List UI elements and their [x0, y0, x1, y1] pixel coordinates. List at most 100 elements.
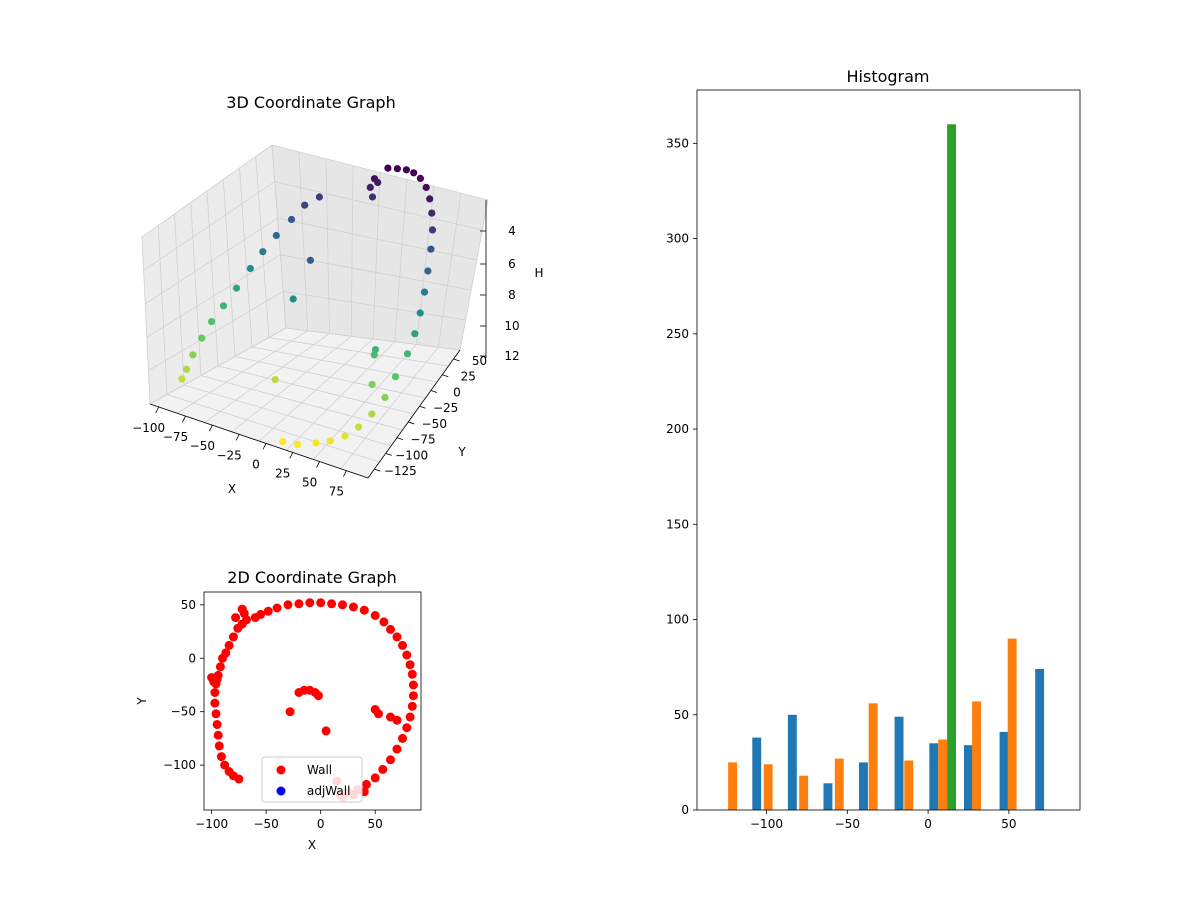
point-3d — [411, 330, 419, 338]
point-3d — [189, 351, 197, 359]
y-tick-label-2d: 0 — [188, 651, 196, 665]
point-2d-wall — [402, 723, 412, 733]
point-2d-wall — [211, 709, 221, 719]
pane-floor — [150, 328, 460, 478]
point-2d-wall — [386, 624, 395, 634]
histogram-bar — [834, 758, 844, 810]
panel-3d-coordinate-graph: 3D Coordinate Graph −100−75−50−250255075… — [132, 93, 543, 499]
legend-marker-wall — [276, 765, 286, 775]
x-tick-label-3d: 25 — [275, 466, 290, 480]
y-tick-label-histogram: 50 — [674, 708, 689, 722]
point-3d — [368, 410, 376, 418]
point-2d-wall — [405, 712, 415, 722]
point-3d — [198, 334, 206, 342]
x-tick-label-histogram: −50 — [835, 817, 860, 831]
y-tick-label-histogram: 100 — [666, 613, 689, 627]
point-3d — [424, 267, 432, 275]
point-2d-wall — [220, 760, 230, 770]
y-tick-label-histogram: 150 — [666, 517, 689, 531]
point-3d — [259, 248, 267, 256]
point-3d — [272, 231, 280, 240]
y-tick-label-3d: −100 — [395, 448, 428, 462]
y-axis-label-2d: Y — [135, 697, 149, 706]
x-tick-label-2d: −100 — [195, 817, 228, 831]
point-3d — [271, 376, 279, 384]
point-2d-wall — [216, 752, 226, 762]
histogram-bar — [929, 743, 939, 810]
y-tick-label-3d: −25 — [433, 401, 458, 415]
histogram-bar — [823, 783, 833, 810]
histogram-bar — [787, 714, 797, 810]
point-3d — [312, 439, 320, 447]
y-tick-label-histogram: 0 — [681, 803, 689, 817]
x-tick-label-3d: −75 — [163, 430, 188, 444]
histogram-bar — [799, 775, 809, 810]
chart-title-histogram: Histogram — [847, 67, 930, 86]
point-2d-wall — [314, 691, 323, 701]
point-2d-wall — [370, 611, 380, 620]
ticks-histogram: −100 −50 0 50 0 50 100 150 200 250 300 350 — [666, 136, 1016, 831]
point-2d-wall — [398, 640, 407, 650]
y-tick-label-histogram: 200 — [666, 422, 689, 436]
point-2d-wall — [237, 604, 247, 614]
point-2d-wall — [210, 698, 220, 708]
point-2d-wall — [231, 613, 241, 623]
panel-2d-coordinate-graph: 2D Coordinate Graph −100 −50 0 50 −100 −50 0 50… — [135, 568, 422, 852]
plot-frame-histogram — [696, 89, 1081, 811]
histogram-bar — [1035, 669, 1045, 810]
point-3d — [393, 165, 401, 173]
x-tick-label-2d: 0 — [317, 817, 325, 831]
y-tick-label-histogram: 250 — [666, 327, 689, 341]
point-3d — [391, 373, 400, 381]
point-2d-wall — [398, 733, 407, 743]
point-3d — [341, 432, 349, 440]
ticks-2d: −100 −50 0 50 −100 −50 0 50 — [163, 598, 383, 831]
histogram-bar — [752, 737, 762, 810]
point-2d-wall — [386, 755, 395, 765]
point-2d-wall — [316, 598, 326, 608]
histogram-bar — [972, 701, 981, 810]
point-3d — [427, 245, 435, 253]
point-2d-wall — [408, 680, 418, 690]
point-3d — [428, 226, 437, 234]
point-3d — [315, 193, 323, 201]
point-3d — [326, 437, 334, 445]
point-3d — [426, 195, 434, 203]
pane-left-wall — [142, 145, 286, 404]
point-3d — [374, 178, 382, 187]
y-tick-label-3d: 25 — [461, 370, 476, 384]
x-axis-label-2d: X — [308, 838, 316, 852]
point-2d-wall — [407, 669, 417, 679]
point-3d — [384, 164, 392, 172]
point-2d-wall — [285, 707, 295, 717]
point-2d-wall — [234, 774, 244, 784]
point-3d — [416, 174, 424, 182]
point-2d-wall — [321, 726, 331, 736]
histogram-bar — [964, 745, 973, 810]
y-tick-label-3d: −50 — [422, 417, 447, 431]
legend-2d: Wall adjWall — [261, 756, 363, 803]
ticks-3d: −100−75−50−25025507550250−25−50−75−100−1… — [132, 224, 519, 499]
point-3d — [368, 193, 377, 201]
point-2d-wall — [212, 720, 222, 729]
x-tick-label-3d: −100 — [132, 421, 165, 435]
x-tick-label-histogram: −100 — [750, 817, 783, 831]
point-2d-wall — [228, 632, 238, 642]
point-2d-wall — [378, 764, 388, 774]
x-tick-label-3d: 75 — [329, 485, 344, 499]
point-2d-wall — [294, 599, 304, 609]
point-2d-wall — [359, 605, 369, 615]
point-2d-wall — [405, 660, 415, 670]
y-tick-label-histogram: 350 — [666, 136, 689, 150]
point-3d — [422, 183, 430, 191]
point-3d — [381, 393, 389, 402]
chart-title-2d: 2D Coordinate Graph — [227, 568, 396, 587]
chart-title-3d: 3D Coordinate Graph — [226, 93, 395, 112]
point-3d — [287, 215, 296, 224]
z-tick-label-3d: 8 — [508, 288, 516, 302]
y-tick-label-histogram: 300 — [666, 232, 689, 246]
point-3d — [301, 201, 309, 209]
point-2d-wall — [379, 617, 389, 627]
point-2d-wall — [362, 779, 371, 789]
y-tick-label-3d: −75 — [410, 433, 435, 447]
